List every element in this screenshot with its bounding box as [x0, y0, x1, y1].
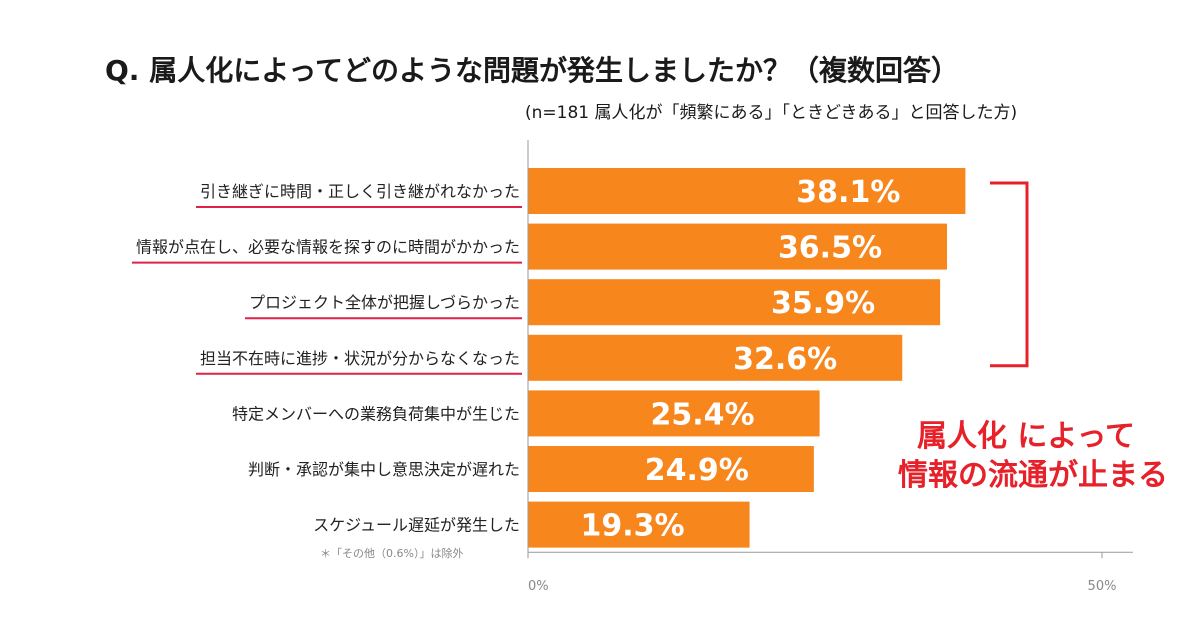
bracket-line [990, 181, 1029, 368]
category-label-6: 判断・承認が集中し意思決定が遅れた [248, 460, 520, 479]
bar-value-label-7: 19.3% [580, 509, 684, 544]
bar-6 [528, 446, 814, 492]
category-label-7: スケジュール遅延が発生した [313, 516, 520, 535]
bar-value-label-1: 38.1% [796, 175, 900, 210]
bar-value-label-2: 36.5% [778, 231, 882, 266]
chart-subtitle: (n=181 属人化が「頻繁にある」「ときどきある」と回答した方) [525, 103, 1017, 123]
bar-value-label-6: 24.9% [645, 453, 749, 488]
category-label-1: 引き継ぎに時間・正しく引き継がれなかった [200, 182, 520, 201]
category-label-3: プロジェクト全体が把握しづらかった [249, 293, 520, 312]
category-label-4: 担当不在時に進捗・状況が分からなくなった [200, 349, 520, 368]
bar-3 [528, 279, 941, 326]
bar-4 [528, 334, 903, 381]
bracket [990, 181, 1029, 368]
bars-layer: 38.1% 引き継ぎに時間・正しく引き継がれなかった 36.5% 情報が点在し、必要な… [131, 168, 966, 548]
footnote: ＊「その他（0.6%）」は除外 [320, 546, 463, 560]
bar-2 [528, 223, 948, 270]
bar-value-label-4: 32.6% [733, 342, 837, 377]
bar-5 [528, 390, 820, 437]
callout-line-2: 情報の流通が止まる [898, 458, 1168, 493]
bar-1 [528, 168, 966, 214]
axis-layer: 0% 50% [527, 140, 1133, 594]
bar-value-label-5: 25.4% [651, 397, 755, 432]
category-label-2: 情報が点在し、必要な情報を探すのに時間がかかった [136, 238, 520, 257]
chart-title: Q. 属人化によってどのような問題が発生しましたか？（複数回答） [105, 54, 959, 87]
bar-7 [528, 501, 750, 548]
x-tick-label-2: 50% [1088, 579, 1117, 594]
category-label-5: 特定メンバーへの業務負荷集中が生じた [232, 404, 520, 423]
x-tick-label-1: 0% [528, 579, 549, 594]
callout-line-1: 属人化 によって [917, 419, 1135, 454]
bar-value-label-3: 35.9% [771, 286, 875, 321]
